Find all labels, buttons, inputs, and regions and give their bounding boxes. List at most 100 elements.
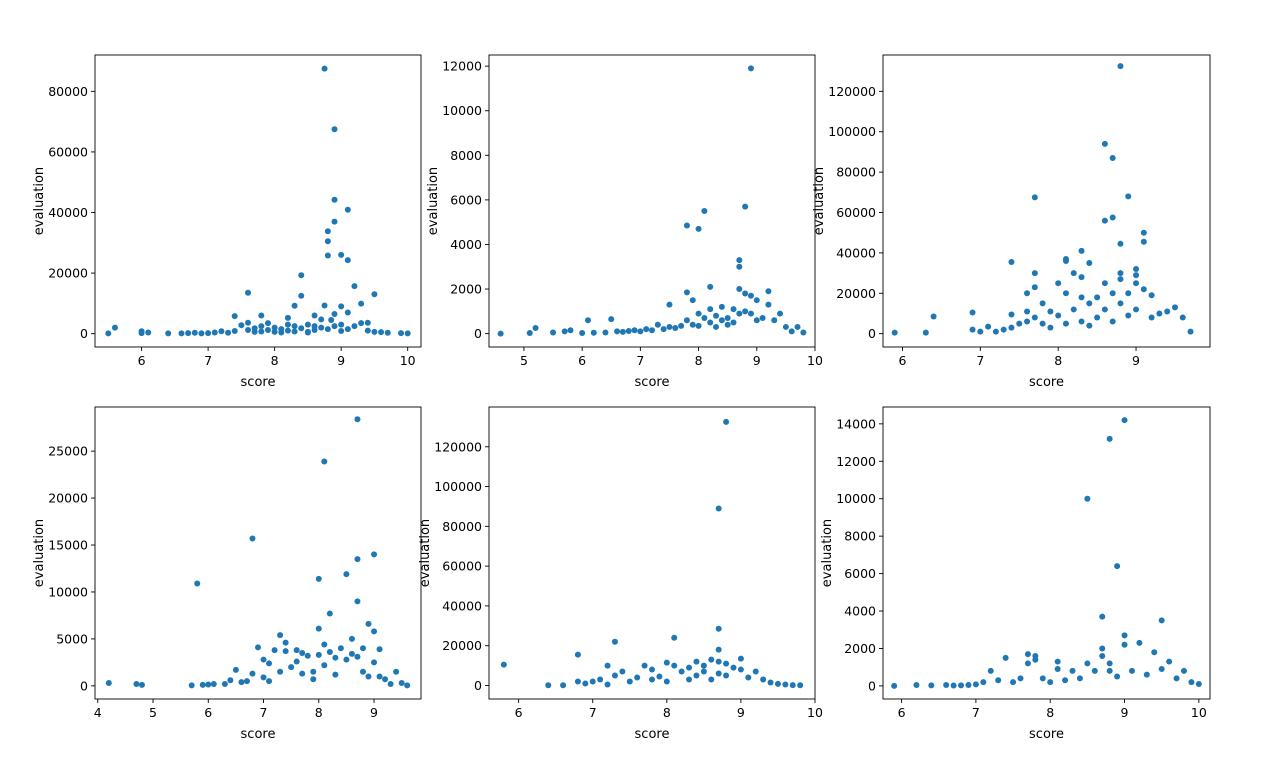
- data-point: [1117, 300, 1124, 307]
- x-tick-label: 9: [753, 353, 761, 368]
- data-point: [387, 680, 394, 687]
- scatter-panel-1: 6 7 8 9 10 0 20000 40000 60000 80000 score evaluati…: [32, 54, 422, 390]
- data-point: [643, 326, 650, 333]
- y-tick-label: 4000: [450, 237, 482, 252]
- data-point: [404, 682, 411, 689]
- data-point: [958, 682, 965, 689]
- data-point: [191, 329, 198, 336]
- data-point: [777, 310, 784, 317]
- data-point: [683, 317, 690, 324]
- data-point: [707, 283, 714, 290]
- y-tick-label: 12000: [836, 454, 876, 469]
- data-point: [324, 326, 331, 333]
- data-point: [1106, 667, 1113, 674]
- data-point: [384, 329, 391, 336]
- data-point: [245, 289, 252, 296]
- data-point: [1158, 617, 1165, 624]
- data-point: [972, 681, 979, 688]
- data-point: [1187, 328, 1194, 335]
- data-point: [672, 325, 679, 332]
- data-point: [747, 310, 754, 317]
- data-point: [354, 556, 361, 563]
- data-point: [1195, 681, 1202, 688]
- data-point: [376, 673, 383, 680]
- data-point: [1143, 671, 1150, 678]
- data-point: [304, 321, 311, 328]
- data-point: [500, 661, 507, 668]
- x-tick-label: 9: [1132, 353, 1140, 368]
- data-point: [1133, 306, 1140, 313]
- y-tick-label: 10000: [442, 103, 482, 118]
- data-point: [700, 668, 707, 675]
- data-point: [1078, 294, 1085, 301]
- data-point: [969, 309, 976, 316]
- data-point: [1094, 294, 1101, 301]
- x-tick-label: 9: [1121, 705, 1129, 720]
- data-point: [765, 288, 772, 295]
- scatter-panel-2: 5 6 7 8 9 10 0 2000 4000 6000 8000 10000 12000 score e…: [426, 54, 823, 390]
- data-point: [747, 65, 754, 72]
- data-point: [707, 306, 714, 313]
- y-tick-label: 10000: [48, 584, 88, 599]
- data-point: [794, 323, 801, 330]
- data-point: [371, 551, 378, 558]
- y-tick-label: 100000: [434, 479, 482, 494]
- data-point: [284, 327, 291, 334]
- data-point: [1078, 274, 1085, 281]
- y-tick-label: 6000: [844, 566, 876, 581]
- data-point: [251, 325, 258, 332]
- y-tick-label: 20000: [48, 266, 88, 281]
- y-tick-label: 80000: [442, 519, 482, 534]
- data-point: [1156, 310, 1163, 317]
- data-point: [930, 313, 937, 320]
- data-point: [105, 680, 112, 687]
- data-point: [293, 647, 300, 654]
- data-point: [737, 666, 744, 673]
- data-point: [404, 330, 411, 337]
- data-point: [310, 676, 317, 683]
- data-point: [359, 645, 366, 652]
- data-point: [545, 682, 552, 689]
- data-point: [344, 309, 351, 316]
- data-point: [602, 329, 609, 336]
- data-point: [589, 678, 596, 685]
- data-point: [298, 272, 305, 279]
- data-point: [701, 208, 708, 215]
- data-point: [550, 329, 557, 336]
- data-point: [291, 323, 298, 330]
- data-point: [331, 218, 338, 225]
- data-point: [730, 664, 737, 671]
- data-point: [321, 65, 328, 72]
- data-point: [343, 571, 350, 578]
- data-point: [736, 263, 743, 270]
- data-point: [969, 326, 976, 333]
- plot-frame: [94, 54, 422, 348]
- data-point: [663, 659, 670, 666]
- data-point: [1101, 217, 1108, 224]
- y-tick-label: 120000: [828, 84, 876, 99]
- data-point: [742, 203, 749, 210]
- y-tick-label: 0: [474, 678, 482, 693]
- data-point: [666, 323, 673, 330]
- data-point: [311, 312, 318, 319]
- y-tick-label: 40000: [836, 245, 876, 260]
- data-point: [891, 329, 898, 336]
- y-tick-label: 6000: [450, 192, 482, 207]
- data-point: [649, 666, 655, 673]
- x-tick-label: 10: [400, 353, 416, 368]
- data-point: [293, 658, 300, 665]
- data-point: [1125, 193, 1132, 200]
- data-point: [724, 321, 731, 328]
- y-tick-label: 4000: [844, 604, 876, 619]
- data-point: [1180, 667, 1187, 674]
- data-point: [619, 668, 626, 675]
- y-tick-label: 120000: [434, 439, 482, 454]
- data-point: [800, 329, 807, 336]
- data-point: [1117, 270, 1124, 277]
- y-tick-label: 60000: [836, 205, 876, 220]
- y-tick-label: 8000: [844, 529, 876, 544]
- data-point: [1164, 308, 1171, 315]
- data-point: [271, 647, 278, 654]
- x-tick-label: 9: [370, 705, 378, 720]
- data-point: [1062, 257, 1069, 264]
